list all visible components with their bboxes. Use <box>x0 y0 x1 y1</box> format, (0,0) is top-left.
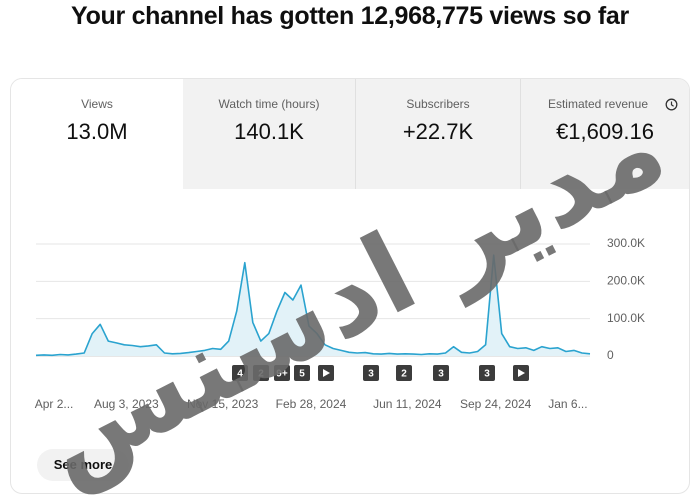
marker-label: 5 <box>299 369 305 380</box>
x-tick-label: Apr 2... <box>35 397 74 411</box>
y-tick-label: 100.0K <box>607 311 645 325</box>
tab[interactable]: Estimated revenue €1,609.16 <box>521 79 689 189</box>
marker-box <box>232 365 248 381</box>
x-tick-label: Jun 11, 2024 <box>373 397 442 411</box>
annotation-marker[interactable]: 9+ <box>274 365 290 381</box>
tab-value: +22.7K <box>402 119 474 144</box>
y-tick-label: 300.0K <box>607 236 645 250</box>
tab-value: €1,609.16 <box>556 119 654 144</box>
annotation-marker[interactable]: 4 <box>232 365 248 381</box>
x-tick-label: Jan 6... <box>548 397 587 411</box>
marker-label: 3 <box>438 369 444 380</box>
annotation-marker[interactable]: 3 <box>363 365 379 381</box>
page-title: Your channel has gotten 12,968,775 views… <box>71 2 629 30</box>
tab[interactable]: Watch time (hours) 140.1K <box>183 79 356 189</box>
play-marker[interactable] <box>318 365 334 381</box>
marker-box <box>363 365 379 381</box>
annotation-marker[interactable]: 3 <box>479 365 495 381</box>
marker-box <box>433 365 449 381</box>
marker-label: 3 <box>368 369 374 380</box>
tab[interactable]: Views 13.0M <box>11 79 183 189</box>
marker-box <box>274 365 290 381</box>
x-tick-label: Aug 3, 2023 <box>94 397 159 411</box>
tab-label: Watch time (hours) <box>218 97 320 111</box>
tab-label: Estimated revenue <box>547 97 649 111</box>
annotation-marker[interactable]: 2 <box>396 365 412 381</box>
tab-value: 13.0M <box>66 119 128 144</box>
x-tick-label: Feb 28, 2024 <box>276 397 347 411</box>
play-marker[interactable] <box>513 365 529 381</box>
marker-label: 3 <box>484 369 490 380</box>
marker-label: 4 <box>237 369 243 380</box>
marker-box <box>396 365 412 381</box>
annotation-marker[interactable]: 2 <box>253 365 269 381</box>
y-tick-label: 0 <box>607 348 614 362</box>
x-tick-label: Sep 24, 2024 <box>460 397 532 411</box>
marker-box <box>294 365 310 381</box>
tab-value: 140.1K <box>234 119 304 144</box>
annotation-marker[interactable]: 3 <box>433 365 449 381</box>
info-icon[interactable] <box>665 98 678 111</box>
marker-label: 2 <box>258 369 264 380</box>
see-more-button[interactable]: See more <box>37 449 129 481</box>
marker-box <box>253 365 269 381</box>
tab-label: Subscribers <box>406 97 470 111</box>
marker-label: 2 <box>401 369 407 380</box>
y-tick-label: 200.0K <box>607 274 645 288</box>
marker-label: 9+ <box>276 369 288 380</box>
annotation-marker[interactable]: 5 <box>294 365 310 381</box>
area <box>36 255 590 356</box>
marker-box <box>479 365 495 381</box>
tab-label: Views <box>81 97 113 111</box>
tab[interactable]: Subscribers +22.7K <box>356 79 521 189</box>
analytics-card: Views 13.0M Watch time (hours) 140.1K Su… <box>10 78 690 494</box>
line <box>35 254 591 357</box>
x-tick-label: Nov 15, 2023 <box>187 397 259 411</box>
